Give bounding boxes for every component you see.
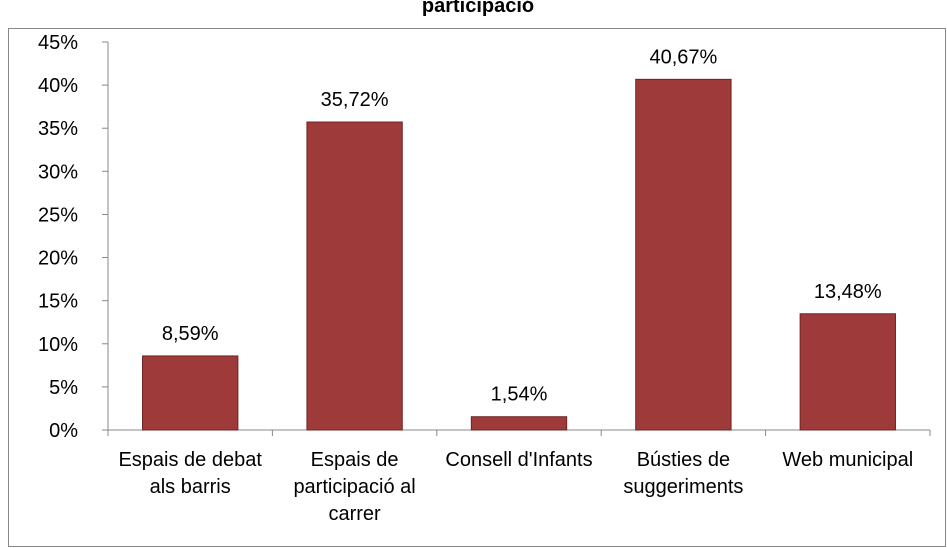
chart-title: participació [422, 0, 534, 17]
chart-border [8, 28, 946, 547]
bar [799, 313, 896, 431]
data-label: 8,59% [162, 323, 219, 345]
y-tick-label: 45% [38, 32, 78, 54]
y-tick-label: 35% [38, 118, 78, 140]
x-tick-label: Bústies de suggeriments [623, 449, 744, 498]
y-tick-label: 10% [38, 334, 78, 356]
data-label: 35,72% [321, 89, 389, 111]
y-tick-label: 30% [38, 161, 78, 183]
bar [142, 355, 239, 431]
y-tick-label: 25% [38, 204, 78, 226]
y-tick-label: 20% [38, 248, 78, 270]
data-label: 40,67% [649, 46, 717, 68]
bar [470, 416, 568, 431]
x-tick-label: Web municipal [782, 449, 914, 471]
bar [635, 78, 732, 431]
x-tick-label: Espais de participació al carrer [293, 449, 416, 525]
data-label: 13,48% [814, 281, 882, 303]
data-label: 1,54% [491, 384, 548, 406]
x-tick-label: Espais de debat als barris [118, 449, 262, 498]
y-tick-label: 40% [38, 75, 78, 97]
y-tick-label: 0% [49, 420, 78, 442]
x-tick-label: Consell d'Infants [445, 449, 593, 471]
y-tick-label: 15% [38, 291, 78, 313]
bar [306, 121, 403, 431]
y-tick-label: 5% [49, 377, 78, 399]
